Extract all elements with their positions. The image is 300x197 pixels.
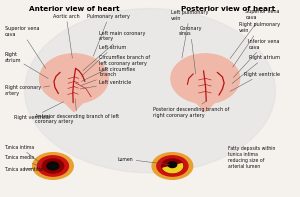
Text: Left atrium: Left atrium bbox=[81, 45, 127, 76]
Text: Left pulmonary
vein: Left pulmonary vein bbox=[171, 10, 208, 58]
Text: Superior vena
cava: Superior vena cava bbox=[230, 9, 280, 59]
Polygon shape bbox=[203, 57, 226, 72]
Wedge shape bbox=[163, 164, 183, 173]
Text: Left circumflex
branch: Left circumflex branch bbox=[81, 67, 136, 85]
Text: Anterior view of heart: Anterior view of heart bbox=[28, 6, 119, 12]
Text: Anterior descending branch of left
coronary artery: Anterior descending branch of left coron… bbox=[35, 99, 119, 125]
Polygon shape bbox=[72, 57, 95, 72]
Text: Circumflex branch of
left coronary artery: Circumflex branch of left coronary arter… bbox=[81, 55, 150, 81]
Text: Left main coronary
artery: Left main coronary artery bbox=[83, 31, 146, 71]
Text: Superior vena
cava: Superior vena cava bbox=[4, 26, 46, 68]
Text: Inferior vena
cava: Inferior vena cava bbox=[233, 39, 280, 77]
Text: Aortic arch: Aortic arch bbox=[53, 14, 80, 58]
Circle shape bbox=[38, 156, 68, 176]
Text: Right pulmonary
vein: Right pulmonary vein bbox=[233, 22, 280, 67]
Polygon shape bbox=[51, 56, 80, 74]
Text: Right atrium: Right atrium bbox=[232, 55, 280, 84]
Polygon shape bbox=[40, 54, 108, 104]
Circle shape bbox=[168, 162, 177, 167]
Circle shape bbox=[47, 162, 59, 170]
Text: Tunica adventitia: Tunica adventitia bbox=[4, 167, 43, 172]
Polygon shape bbox=[176, 82, 234, 112]
Polygon shape bbox=[182, 56, 211, 74]
Polygon shape bbox=[45, 82, 103, 112]
Text: Pulmonary artery: Pulmonary artery bbox=[87, 14, 130, 56]
Text: Right ventricle: Right ventricle bbox=[14, 102, 64, 120]
Circle shape bbox=[157, 156, 188, 176]
Text: Left ventricle: Left ventricle bbox=[80, 80, 131, 89]
Text: Posterior view of heart: Posterior view of heart bbox=[181, 6, 275, 12]
Text: Fatty deposits within
tunica intima
reducing size of
arterial lumen: Fatty deposits within tunica intima redu… bbox=[228, 146, 275, 169]
Circle shape bbox=[162, 159, 183, 173]
Text: Right coronary
artery: Right coronary artery bbox=[4, 85, 50, 96]
Text: Tunica intima: Tunica intima bbox=[4, 145, 42, 164]
Polygon shape bbox=[171, 54, 240, 104]
Text: Tunica media: Tunica media bbox=[4, 155, 38, 165]
Circle shape bbox=[42, 159, 64, 173]
Text: Right
atrium: Right atrium bbox=[4, 52, 48, 78]
Text: Coronary
sinus: Coronary sinus bbox=[179, 26, 202, 74]
Circle shape bbox=[25, 8, 275, 173]
Circle shape bbox=[152, 153, 193, 179]
Circle shape bbox=[33, 153, 73, 179]
Text: Lumen: Lumen bbox=[118, 157, 170, 164]
Text: Posterior descending branch of
right coronary artery: Posterior descending branch of right cor… bbox=[153, 100, 230, 118]
Text: Right ventricle: Right ventricle bbox=[230, 72, 280, 91]
